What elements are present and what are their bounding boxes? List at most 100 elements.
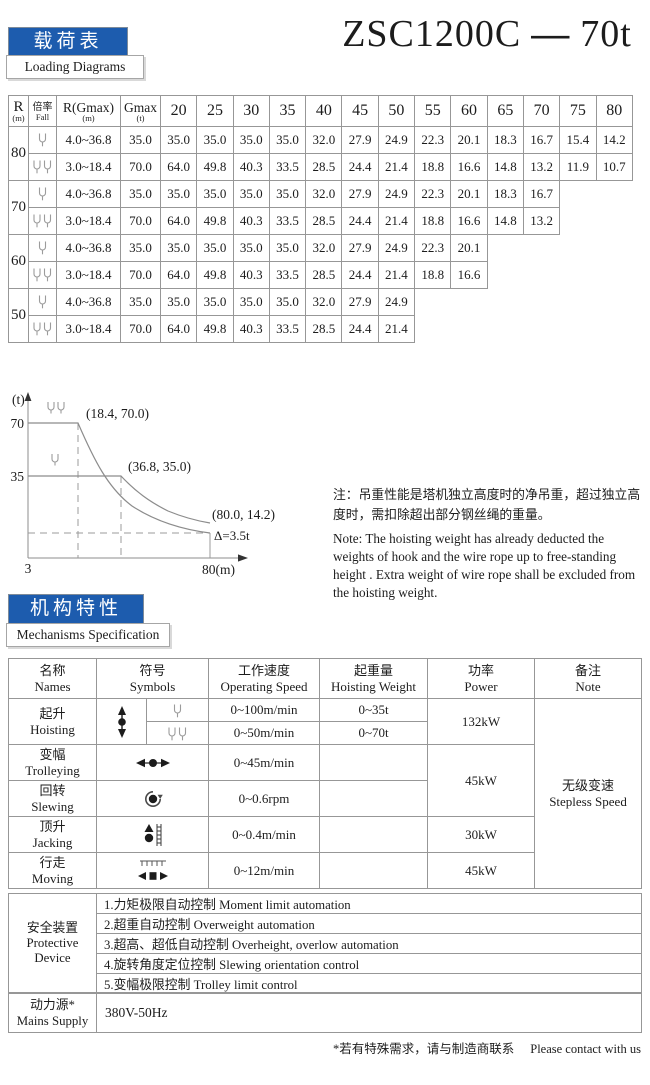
- radius-header: 20: [159, 95, 198, 127]
- load-value-cell: 35.0: [232, 126, 270, 154]
- load-value-cell: 64.0: [159, 315, 198, 343]
- load-value-cell: 35.0: [232, 288, 270, 316]
- fall-type-cell: [28, 207, 57, 235]
- two-fall-curve: [28, 475, 211, 524]
- radius-header: 60: [450, 95, 488, 127]
- load-value-cell: 11.9: [559, 153, 597, 181]
- load-value-cell: 64.0: [159, 207, 198, 235]
- note-cn: 注：吊重性能是塔机独立高度时的净吊重，超过独立高度时，需扣除超出部分钢丝绳的重量…: [333, 488, 641, 522]
- loading-table: R (m) 倍率 Fall R(Gmax) (m) Gmax (t) 20 25…: [8, 95, 633, 343]
- load-value-cell: 49.8: [196, 261, 234, 289]
- stepless-note: 无级变速 Stepless Speed: [534, 698, 643, 889]
- moving-speed: 0~12m/min: [208, 852, 321, 889]
- hoisting-row-2: 0~50m/min 0~70t: [9, 721, 642, 745]
- load-value-cell: 28.5: [305, 207, 343, 235]
- load-value-cell: 27.9: [341, 288, 379, 316]
- gmax-value-cell: 35.0: [120, 288, 161, 316]
- gmax-value-cell: 70.0: [120, 315, 161, 343]
- load-value-cell: 22.3: [414, 234, 452, 262]
- radius-group-label: 80: [8, 126, 29, 181]
- radius-header: 80: [595, 95, 633, 127]
- gmax-value-cell: 70.0: [120, 207, 161, 235]
- gmax-value-cell: 35.0: [120, 180, 161, 208]
- radius-group-label: 60: [8, 234, 29, 289]
- load-value-cell: 13.2: [522, 207, 561, 235]
- loading-row-70-single: 70 4.0~36.8 35.0 35.0 35.0 35.0 35.0 32.0 27.9 24…: [8, 180, 633, 235]
- radius-header: 30: [232, 95, 270, 127]
- protective-table-wrap: 安全装置 Protective Device 1.力矩极限自动控制 Moment …: [8, 893, 642, 994]
- x-axis-arrow-icon: [238, 554, 248, 562]
- rgmax-range-cell: 3.0~18.4: [56, 153, 121, 181]
- load-value-cell: 33.5: [268, 261, 307, 289]
- protective-row: 3.超高、超低自动控制 Overheight, overlow automati…: [9, 933, 642, 954]
- protective-row: 2.超重自动控制 Overweight automation: [9, 913, 642, 934]
- trolleying-speed: 0~45m/min: [208, 744, 321, 781]
- hoisting-symbol-icon: [117, 705, 126, 738]
- load-value-cell: 32.0: [305, 126, 343, 154]
- mechanisms-badge-en: Mechanisms Specification: [6, 623, 170, 647]
- rgmax-range-cell: 4.0~36.8: [56, 288, 121, 316]
- gmax-label: Gmax: [124, 100, 157, 115]
- loading-table-body: 80 4.0~36.8 35.0 35.0 35.0 35.0 35.0 32.0 27.9 24…: [8, 126, 633, 343]
- protective-item: 3.超高、超低自动控制 Overheight, overlow automati…: [96, 933, 642, 954]
- load-value-cell: 24.4: [341, 207, 379, 235]
- slewing-weight: [319, 780, 429, 817]
- load-value-cell: 24.4: [341, 153, 379, 181]
- load-value-cell: 33.5: [268, 153, 307, 181]
- capacity: 70t: [580, 13, 632, 55]
- radius-group-label: 70: [8, 180, 29, 235]
- four-fall-curve: [28, 422, 211, 534]
- load-value-cell: 40.3: [232, 153, 270, 181]
- load-value-cell: 14.8: [486, 207, 524, 235]
- load-value-cell: 33.5: [268, 207, 307, 235]
- load-value-cell: 32.0: [305, 288, 343, 316]
- single-fall-icon: [38, 187, 47, 201]
- rgmax-unit: (m): [82, 113, 95, 123]
- radius-header: 45: [341, 95, 379, 127]
- load-value-cell: 22.3: [414, 180, 452, 208]
- rgmax-range-cell: 3.0~18.4: [56, 261, 121, 289]
- single-fall-icon: [38, 133, 47, 147]
- load-value-cell: 16.6: [450, 207, 488, 235]
- load-value-cell: 18.8: [414, 207, 452, 235]
- load-value-cell: 49.8: [196, 315, 234, 343]
- load-value-cell: 28.5: [305, 261, 343, 289]
- load-value-cell: 24.9: [377, 234, 416, 262]
- gmax-value-cell: 35.0: [120, 234, 161, 262]
- hoisting-speed-2: 0~50m/min: [208, 721, 321, 745]
- radius-header: 35: [268, 95, 307, 127]
- moving-weight: [319, 852, 429, 889]
- slewing-row: 回转 Slewing 0~0.6rpm: [8, 780, 642, 817]
- load-value-cell: 64.0: [159, 261, 198, 289]
- load-value-cell: 16.7: [522, 180, 561, 208]
- col-names: 名称 Names: [8, 658, 97, 699]
- slewing-symbol-cell: [95, 780, 210, 817]
- load-value-cell: 49.8: [196, 207, 234, 235]
- hoisting-name: 起升 Hoisting: [8, 698, 97, 745]
- single-fall-icon: [173, 704, 182, 717]
- jacking-speed: 0~0.4m/min: [208, 816, 321, 853]
- load-value-cell: 18.8: [414, 261, 452, 289]
- loading-row-50-double: 3.0~18.4 70.0 64.0 49.8 40.3 33.5 28.5 24.4 21.4: [9, 315, 633, 343]
- load-value-cell: 35.0: [268, 180, 307, 208]
- gmax-value-cell: 70.0: [120, 153, 161, 181]
- radius-header: 55: [414, 95, 452, 127]
- load-value-cell: 24.9: [377, 126, 416, 154]
- load-value-cell: 35.0: [268, 288, 307, 316]
- load-value-cell: 24.9: [377, 288, 416, 316]
- protective-item: 4.旋转角度定位控制 Slewing orientation control: [96, 953, 642, 974]
- load-value-cell: 32.0: [305, 234, 343, 262]
- jacking-name: 顶升 Jacking: [8, 816, 97, 853]
- trolleying-name: 变幅 Trolleying: [8, 744, 97, 781]
- hoisting-weight-1: 0~35t: [319, 698, 429, 722]
- col-header-fall: 倍率 Fall: [28, 95, 57, 127]
- jacking-weight: [319, 816, 429, 853]
- load-value-cell: 40.3: [232, 207, 270, 235]
- gmax-value-cell: 35.0: [120, 126, 161, 154]
- load-value-cell: 16.6: [450, 261, 488, 289]
- moving-symbol-cell: [95, 852, 210, 889]
- loading-row-70-double: 3.0~18.4 70.0 64.0 49.8 40.3 33.5 28.5 24.4 21.4…: [9, 207, 633, 235]
- model-name: ZSC1200C: [342, 13, 522, 55]
- load-value-cell: 35.0: [232, 180, 270, 208]
- col-header-r: R (m): [8, 95, 29, 127]
